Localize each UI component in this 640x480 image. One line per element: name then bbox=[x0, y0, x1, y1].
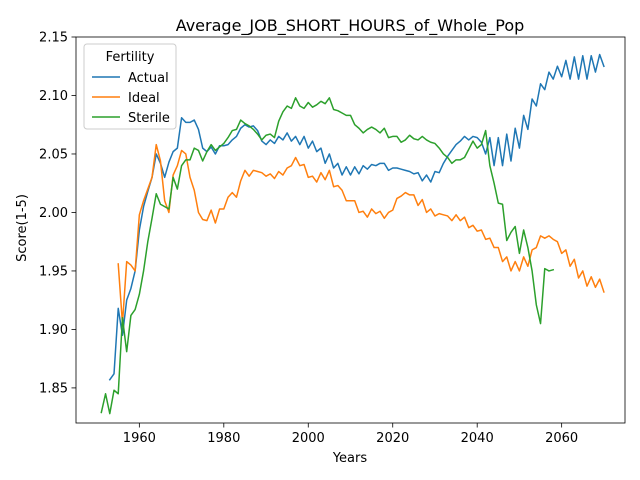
x-axis-label: Years bbox=[332, 451, 368, 466]
legend-entry-actual: Actual bbox=[128, 71, 169, 86]
legend-box bbox=[83, 43, 177, 130]
y-tick-label: 1.85 bbox=[39, 381, 68, 396]
plot-area: 1960 1980 2000 2020 2040 2060 1.85 1.90 1.95 2.00… bbox=[39, 31, 626, 446]
y-tick-label: 2.15 bbox=[39, 31, 68, 46]
y-tick-label: 1.90 bbox=[39, 323, 68, 338]
legend: Fertility Actual Ideal Sterile bbox=[83, 43, 177, 130]
series-line-sterile bbox=[100, 97, 555, 415]
x-tick-label: 1980 bbox=[207, 431, 240, 446]
series-line-actual bbox=[108, 53, 605, 381]
y-tick-label: 1.95 bbox=[39, 264, 68, 279]
x-tick-label: 2000 bbox=[292, 431, 325, 446]
x-tick-label: 2020 bbox=[376, 431, 409, 446]
chart-title: Average_JOB_SHORT_HOURS_of_Whole_Pop bbox=[176, 16, 525, 36]
series-line-ideal bbox=[117, 143, 605, 325]
x-tick-label: 2040 bbox=[461, 431, 494, 446]
x-tick-label: 1960 bbox=[123, 431, 156, 446]
legend-entry-ideal: Ideal bbox=[128, 91, 160, 106]
axes-frame bbox=[75, 36, 626, 424]
legend-entry-sterile: Sterile bbox=[128, 111, 170, 126]
x-tick-label: 2060 bbox=[545, 431, 578, 446]
y-axis-label: Score(1-5) bbox=[15, 194, 30, 262]
y-tick-label: 2.00 bbox=[39, 206, 68, 221]
y-tick-label: 2.10 bbox=[39, 89, 68, 104]
legend-title: Fertility bbox=[106, 50, 155, 65]
y-tick-label: 2.05 bbox=[39, 147, 68, 162]
